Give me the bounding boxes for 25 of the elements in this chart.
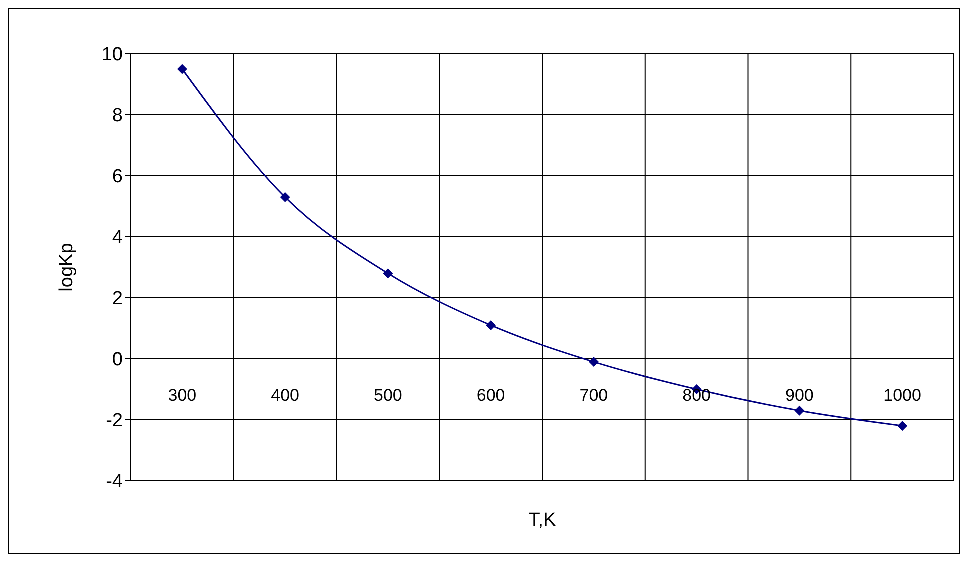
y-tick-label: 8 (112, 106, 123, 127)
point (486, 320, 496, 330)
y-tick-label: 10 (102, 44, 123, 66)
y-tick-label: -2 (106, 410, 123, 432)
point (383, 268, 394, 279)
y-tick-label: 4 (112, 228, 124, 249)
x-tick-label: 800 (682, 386, 711, 405)
x-tick-label: 300 (168, 386, 197, 405)
point (898, 421, 908, 432)
x-tick-label: 600 (476, 386, 506, 405)
x-tick-label: 700 (580, 386, 608, 405)
x-tick-label: 1000 (884, 386, 922, 405)
y-tick-label: 6 (112, 166, 123, 188)
x-axis-title: T,K (528, 510, 557, 531)
x-tick-label: 900 (786, 386, 814, 405)
y-tick-label: 2 (112, 288, 123, 310)
x-tick-label: 400 (271, 386, 300, 405)
point (588, 357, 599, 368)
y-axis-title: logKp (56, 243, 78, 292)
point (280, 192, 290, 202)
y-tick-label: 0 (112, 350, 123, 371)
point (794, 406, 805, 416)
x-tick-label: 500 (374, 386, 402, 405)
y-tick-label: -4 (106, 472, 124, 493)
point (177, 64, 188, 74)
